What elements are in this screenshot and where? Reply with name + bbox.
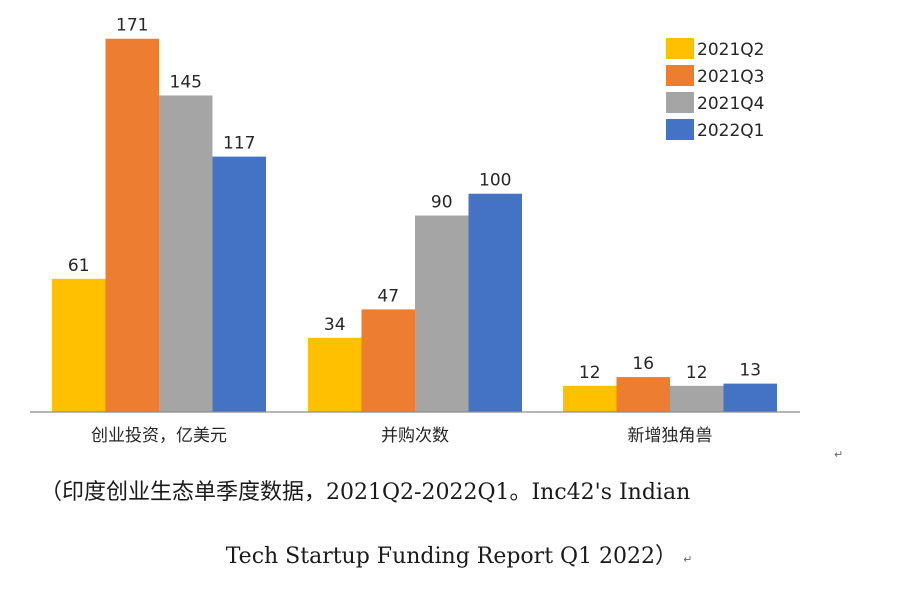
bar-2021Q4-2	[415, 215, 469, 412]
bar-2022Q1-3	[723, 383, 777, 412]
data-label: 34	[324, 315, 346, 335]
legend-label: 2021Q3	[697, 67, 764, 87]
data-label: 13	[739, 361, 761, 381]
legend-label: 2021Q2	[697, 40, 764, 60]
category-label: 新增独角兽	[628, 426, 713, 446]
data-label: 171	[116, 16, 148, 36]
figure-caption-line-1: （印度创业生态单季度数据，2021Q2-2022Q1。Inc42's India…	[40, 474, 918, 506]
data-label: 117	[223, 134, 255, 154]
paragraph-mark: ↵	[834, 448, 844, 461]
legend-swatch-2021Q2	[666, 38, 694, 59]
data-label: 100	[479, 171, 511, 191]
bar-2022Q1-1	[212, 156, 266, 412]
data-label: 61	[68, 256, 90, 276]
bars-layer	[52, 38, 777, 412]
bar-chart: 61 171 145 117 34 47 90 100 12 16 12 13 创业投资，亿美元 并购次…	[30, 16, 800, 446]
legend-label: 2021Q4	[697, 94, 764, 114]
data-label: 16	[632, 354, 654, 374]
legend-swatch-2021Q3	[666, 65, 694, 86]
bar-2021Q3-3	[616, 377, 670, 412]
data-label: 12	[686, 363, 708, 383]
legend-swatch-2022Q1	[666, 119, 694, 140]
legend-swatch-2021Q4	[666, 92, 694, 113]
bar-2021Q2-2	[308, 337, 362, 412]
legend-label: 2022Q1	[697, 121, 764, 141]
figure-caption-line-2: Tech Startup Funding Report Q1 2022） ↵	[0, 538, 918, 570]
value-labels-layer: 61 171 145 117 34 47 90 100 12 16 12 13	[68, 16, 761, 383]
data-label: 145	[170, 72, 202, 92]
data-label: 90	[431, 193, 453, 213]
paragraph-mark: ↵	[683, 553, 693, 566]
bar-2021Q4-3	[670, 385, 724, 412]
bar-2021Q4-1	[159, 95, 213, 412]
category-label: 并购次数	[381, 426, 449, 446]
bar-2022Q1-2	[468, 193, 522, 412]
category-labels-layer: 创业投资，亿美元 并购次数 新增独角兽	[91, 426, 713, 446]
bar-2021Q3-2	[361, 309, 415, 412]
bar-2021Q2-3	[563, 385, 617, 412]
bar-2021Q2-1	[52, 278, 106, 412]
legend: 2021Q2 2021Q3 2021Q4 2022Q1	[666, 38, 764, 141]
caption-text-1: （印度创业生态单季度数据，2021Q2-2022Q1。Inc42's India…	[40, 480, 691, 505]
category-label: 创业投资，亿美元	[91, 426, 227, 446]
caption-text-2: Tech Startup Funding Report Q1 2022）	[225, 544, 678, 569]
data-label: 47	[377, 286, 399, 306]
data-label: 12	[579, 363, 601, 383]
bar-2021Q3-1	[105, 38, 159, 412]
